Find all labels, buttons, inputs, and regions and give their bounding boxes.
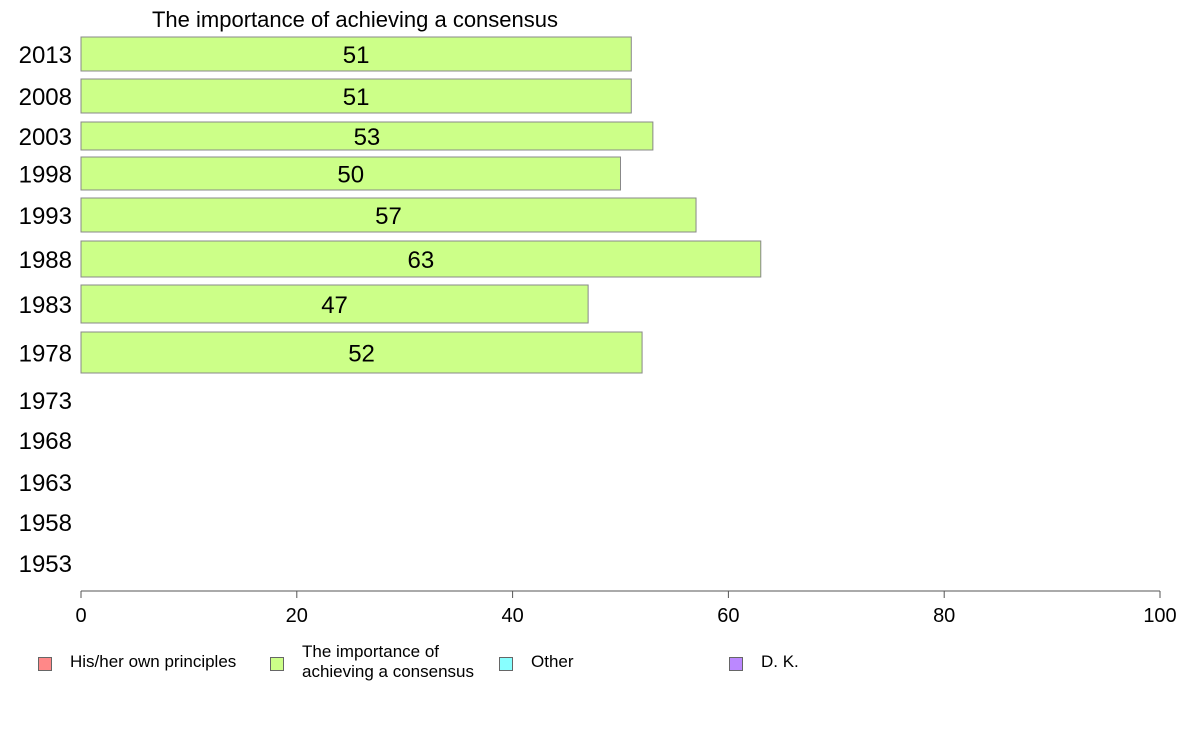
legend-item-other: Other	[499, 652, 574, 672]
y-tick-label: 1953	[19, 551, 72, 578]
y-axis-labels: 2013 2008 2003 1998 1993 1988 1983 1978 1973 1968…	[19, 42, 72, 578]
legend-label: Other	[531, 652, 574, 671]
x-tick-label: 20	[286, 605, 308, 627]
bar-value-label: 50	[337, 162, 364, 189]
bar	[80, 36, 632, 72]
chart-title: The importance of achieving a consensus	[152, 7, 558, 32]
bar-value-label: 51	[343, 84, 370, 111]
bar	[80, 121, 654, 151]
legend-item-consensus: The importance of achieving a consensus	[270, 642, 474, 682]
legend-label: His/her own principles	[70, 652, 237, 671]
bar-value-label: 47	[321, 292, 348, 319]
y-tick-label: 2003	[19, 124, 72, 151]
bar	[80, 331, 643, 374]
legend: His/her own principles The importance of…	[38, 640, 1138, 690]
legend-swatch	[270, 657, 284, 671]
y-tick-label: 2008	[19, 84, 72, 111]
y-tick-label: 1988	[19, 247, 72, 274]
legend-swatch	[729, 657, 743, 671]
bar	[80, 78, 632, 114]
bar-value-label: 53	[354, 124, 381, 151]
x-axis: 0 20 40 60 80 100	[75, 590, 1177, 627]
x-tick-label: 100	[1143, 605, 1176, 627]
bar-value-label: 51	[343, 42, 370, 69]
y-tick-label: 2013	[19, 42, 72, 69]
bar	[80, 240, 762, 278]
bar	[80, 197, 697, 233]
x-tick-label: 80	[933, 605, 955, 627]
y-tick-label: 1973	[19, 388, 72, 415]
y-tick-label: 1983	[19, 292, 72, 319]
y-tick-label: 1963	[19, 470, 72, 497]
legend-item-own-principles: His/her own principles	[38, 652, 236, 672]
bar-value-label: 63	[408, 247, 435, 274]
bar	[80, 156, 621, 191]
bar-value-label: 57	[375, 203, 402, 230]
bar	[80, 284, 589, 324]
bar-value-label: 52	[348, 341, 375, 368]
legend-swatch	[499, 657, 513, 671]
legend-swatch	[38, 657, 52, 671]
x-tick-label: 40	[501, 605, 523, 627]
y-tick-label: 1968	[19, 428, 72, 455]
y-tick-label: 1978	[19, 341, 72, 368]
y-tick-label: 1958	[19, 510, 72, 537]
legend-item-dk: D. K.	[729, 652, 799, 672]
y-tick-label: 1993	[19, 203, 72, 230]
x-tick-label: 0	[75, 605, 86, 627]
y-tick-label: 1998	[19, 162, 72, 189]
legend-label: The importance of achieving a consensus	[302, 642, 475, 681]
x-tick-label: 60	[717, 605, 739, 627]
legend-label: D. K.	[761, 652, 799, 671]
